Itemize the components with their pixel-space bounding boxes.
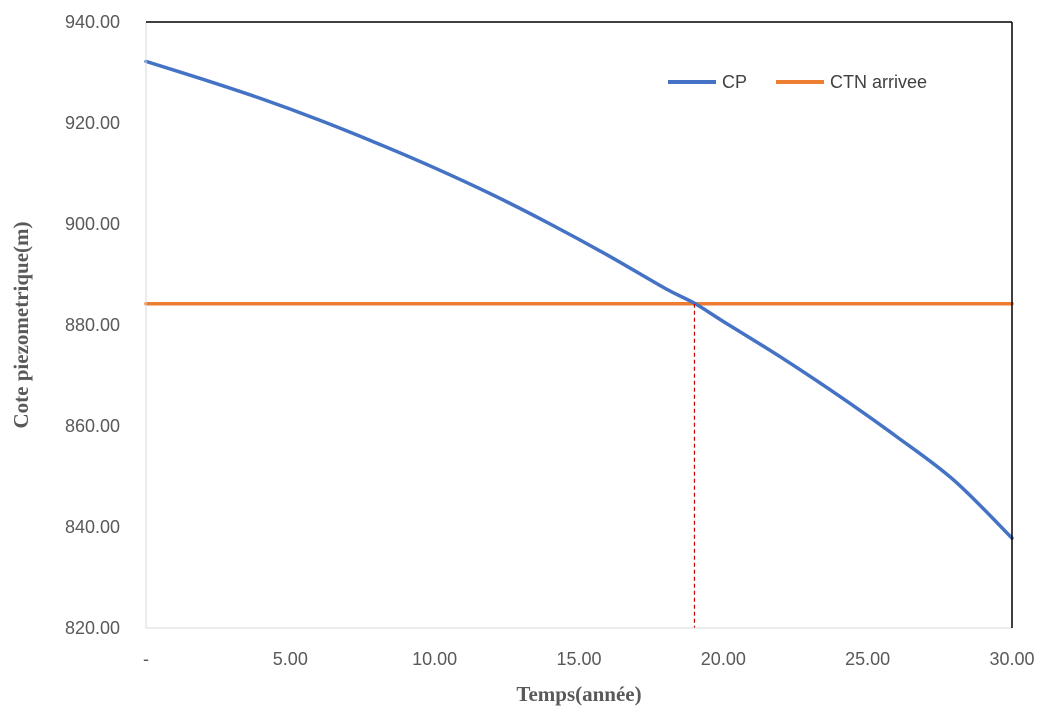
plot-background — [146, 22, 1012, 628]
series-line-cp — [144, 59, 1014, 540]
x-axis-title: Temps(année) — [516, 682, 641, 706]
plot-area — [146, 22, 1012, 628]
x-tick-label: 20.00 — [701, 649, 746, 669]
x-tick-label: - — [143, 649, 149, 669]
y-tick-label: 920.00 — [65, 113, 120, 133]
series-layer — [144, 59, 1014, 540]
x-tick-label: 15.00 — [556, 649, 601, 669]
x-tick-label: 25.00 — [845, 649, 890, 669]
legend-label-cp: CP — [722, 72, 747, 92]
legend-label-ctn-arrivee: CTN arrivee — [830, 72, 927, 92]
y-tick-labels: 820.00 840.00 860.00 880.00 900.00 920.00 940.… — [65, 12, 120, 638]
y-tick-label: 860.00 — [65, 416, 120, 436]
y-axis-title: Cote piezometrique(m) — [9, 221, 33, 428]
y-tick-label: 940.00 — [65, 12, 120, 32]
x-tick-label: 10.00 — [412, 649, 457, 669]
x-tick-label: 5.00 — [273, 649, 308, 669]
x-tick-label: 30.00 — [989, 649, 1034, 669]
legend: CP CTN arrivee — [668, 72, 927, 92]
y-tick-label: 840.00 — [65, 517, 120, 537]
y-tick-label: 820.00 — [65, 618, 120, 638]
frame-layer — [145, 21, 1013, 629]
y-tick-label: 880.00 — [65, 315, 120, 335]
y-tick-label: 900.00 — [65, 214, 120, 234]
x-tick-labels: - 5.00 10.00 15.00 20.00 25.00 30.00 — [143, 649, 1035, 669]
